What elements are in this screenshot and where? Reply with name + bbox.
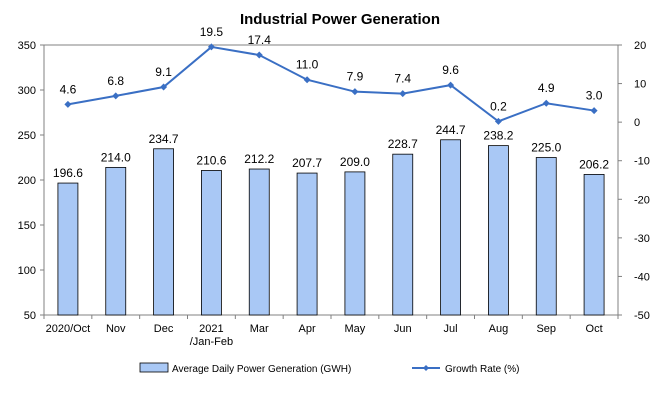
- y-right-tick-label: 0: [634, 117, 640, 129]
- line-point: [64, 100, 72, 108]
- bar-data-label: 228.7: [388, 137, 418, 151]
- y-left-tick-label: 300: [18, 85, 36, 97]
- x-tick-label: Sep: [536, 323, 556, 335]
- bar-data-label: 238.2: [483, 129, 513, 143]
- legend-marker: [423, 365, 429, 371]
- line-point: [494, 117, 502, 125]
- x-tick-label: /Jan-Feb: [190, 336, 233, 348]
- bar: [153, 148, 174, 316]
- x-tick-label: 2020/Oct: [46, 323, 91, 335]
- bar-data-label: 225.0: [531, 141, 561, 155]
- line-point: [112, 92, 120, 100]
- bar: [488, 145, 509, 316]
- y-left-tick-label: 350: [18, 40, 36, 52]
- x-tick-label: 2021: [199, 323, 223, 335]
- line-data-label: 9.6: [442, 63, 459, 77]
- y-left-tick-label: 200: [18, 175, 36, 187]
- y-right-tick-label: -50: [634, 310, 650, 322]
- line-point: [207, 43, 215, 51]
- line-data-label: 4.6: [60, 82, 77, 96]
- line-point: [303, 76, 311, 84]
- bar: [296, 172, 318, 316]
- line-data-label: 4.9: [538, 81, 555, 95]
- bar: [344, 171, 366, 316]
- line-point: [160, 83, 168, 91]
- legend-swatch-bar: [139, 362, 169, 373]
- line-data-label: 17.4: [248, 33, 272, 47]
- y-left-tick-label: 250: [18, 130, 36, 142]
- bar-data-label: 212.2: [244, 152, 274, 166]
- line-data-label: 3.0: [586, 89, 603, 103]
- bar-data-label: 234.7: [149, 132, 179, 146]
- y-right-tick-label: 20: [634, 40, 646, 52]
- y-right-tick-label: -40: [634, 271, 650, 283]
- y-right-tick-label: -30: [634, 233, 650, 245]
- x-tick-label: Nov: [106, 323, 126, 335]
- y-left-tick-label: 50: [24, 310, 36, 322]
- bar-data-label: 244.7: [436, 123, 466, 137]
- line-series: 4.6 6.8 9.1 19.5 17.4 11.0 7.9 7.4 9.6 0.2 4.9 3.0: [60, 25, 603, 125]
- line-point: [351, 88, 359, 96]
- line-point: [542, 99, 550, 107]
- bar-data-label: 206.2: [579, 157, 609, 171]
- line-point: [447, 81, 455, 89]
- x-tick-label: Apr: [299, 323, 316, 335]
- x-tick-label: Oct: [586, 323, 603, 335]
- x-tick-label: Jun: [394, 323, 412, 335]
- bar: [248, 168, 270, 316]
- y-right-tick-label: 10: [634, 79, 646, 91]
- bar-data-label: 209.0: [340, 155, 370, 169]
- bar: [440, 139, 461, 316]
- bar-data-label: 196.6: [53, 166, 83, 180]
- bar-data-label: 207.7: [292, 156, 322, 170]
- line-data-label: 7.9: [347, 70, 364, 84]
- x-tick-label: Mar: [250, 323, 269, 335]
- legend: Average Daily Power Generation (GWH) Grow…: [139, 362, 519, 375]
- bar: [201, 170, 222, 316]
- y-left-tick-label: 150: [18, 220, 36, 232]
- bar-data-label: 210.6: [196, 153, 226, 167]
- y-right-tick-label: -10: [634, 156, 650, 168]
- y-right-tick-label: -20: [634, 194, 650, 206]
- bar: [392, 153, 414, 316]
- legend-label-line: Growth Rate (%): [445, 364, 519, 375]
- x-tick-label: Aug: [489, 323, 509, 335]
- x-tick-label: Dec: [154, 323, 174, 335]
- y-left-tick-label: 100: [18, 265, 36, 277]
- bar: [535, 157, 557, 316]
- line-point: [590, 107, 598, 115]
- line-data-label: 0.2: [490, 99, 507, 113]
- line-data-label: 9.1: [155, 65, 172, 79]
- line-point: [399, 90, 407, 98]
- bar-series: 196.6 214.0 234.7 210.6 212.2 207.7 209.0 228.7…: [53, 123, 609, 316]
- bar: [105, 166, 127, 316]
- line-data-label: 6.8: [107, 74, 124, 88]
- line-data-label: 19.5: [200, 25, 224, 39]
- line-data-label: 11.0: [296, 58, 319, 72]
- bar: [583, 174, 605, 316]
- bar: [57, 182, 79, 316]
- line-data-label: 7.4: [394, 72, 411, 86]
- legend-label-bar: Average Daily Power Generation (GWH): [172, 364, 351, 375]
- x-tick-label: May: [345, 323, 366, 335]
- growth-line: [67, 45, 595, 123]
- x-tick-label: Jul: [444, 323, 458, 335]
- bar-data-label: 214.0: [101, 150, 131, 164]
- line-point: [255, 51, 263, 59]
- axes: 50 100 150 200 250 300 350 -50 -40 -30 -20 -10 0 10 20…: [18, 40, 650, 348]
- chart-title: Industrial Power Generation: [240, 11, 440, 28]
